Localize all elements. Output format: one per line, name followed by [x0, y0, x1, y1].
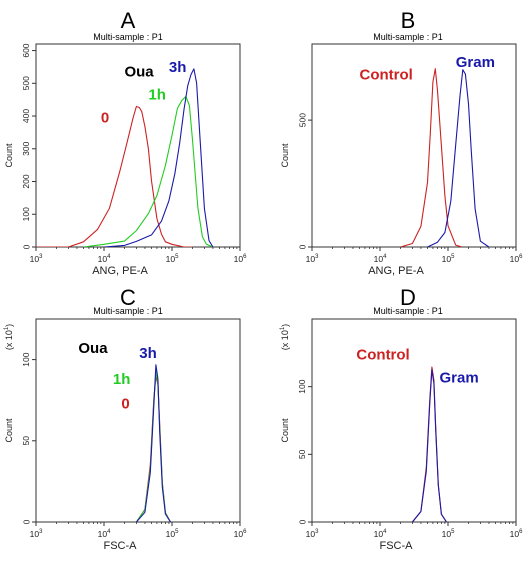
y-tick-label: 200: [21, 174, 31, 188]
series-annotation: 3h: [169, 59, 187, 76]
series-line-red: [135, 375, 171, 522]
x-axis-label: FSC-A: [104, 540, 138, 552]
y-axis-label: Count: [280, 143, 290, 168]
plot-frame: [35, 318, 241, 523]
plot-frame: [311, 318, 517, 523]
y-tick-label: 0: [297, 519, 307, 524]
series-line-red: [411, 366, 447, 522]
y-unit-label: (x 101): [4, 324, 14, 350]
x-tick-label: 103: [30, 529, 43, 539]
x-tick-label: 106: [234, 529, 247, 539]
series-line-blue: [103, 68, 214, 247]
x-tick-label: 103: [306, 529, 319, 539]
x-tick-label: 106: [510, 254, 523, 264]
series-annotation: Gram: [440, 370, 479, 387]
series-line-blue: [411, 369, 447, 522]
series-line-green: [83, 95, 214, 247]
x-tick-label: 104: [374, 529, 387, 539]
series-annotation: 1h: [148, 87, 166, 104]
series-line-green: [135, 371, 171, 522]
y-axis-label: Count: [4, 143, 14, 168]
y-tick-label: 100: [21, 207, 31, 221]
series-annotation: Control: [356, 347, 409, 364]
x-tick-label: 104: [374, 254, 387, 264]
x-tick-label: 103: [30, 254, 43, 264]
series-annotation: 0: [121, 395, 129, 412]
y-tick-label: 600: [21, 43, 31, 57]
panel-letter: B: [401, 8, 416, 33]
x-axis-label: ANG, PE-A: [92, 265, 148, 277]
panel-letter: A: [121, 8, 136, 33]
y-tick-label: 300: [21, 141, 31, 155]
series-line-blue: [427, 69, 490, 247]
y-tick-label: 500: [21, 76, 31, 90]
x-tick-label: 104: [98, 529, 111, 539]
chart-subtitle: Multi-sample : P1: [373, 306, 443, 316]
y-tick-label: 500: [297, 113, 307, 127]
y-tick-label: 100: [297, 379, 307, 393]
series-annotation: Gram: [456, 54, 495, 71]
chart-subtitle: Multi-sample : P1: [373, 32, 443, 42]
x-tick-label: 105: [442, 254, 455, 264]
x-tick-label: 105: [166, 254, 179, 264]
series-annotation: 3h: [139, 345, 157, 362]
y-axis-label: Count: [4, 418, 14, 443]
x-tick-label: 106: [234, 254, 247, 264]
panel-letter: C: [120, 285, 136, 310]
x-axis-label: ANG, PE-A: [368, 265, 424, 277]
x-tick-label: 105: [442, 529, 455, 539]
x-tick-label: 105: [166, 529, 179, 539]
y-tick-label: 50: [297, 449, 307, 459]
y-unit-label: (x 101): [280, 324, 290, 350]
y-tick-label: 0: [21, 244, 31, 249]
x-tick-label: 106: [510, 529, 523, 539]
panel-letter: D: [400, 285, 416, 310]
chart-subtitle: Multi-sample : P1: [93, 306, 163, 316]
y-tick-label: 100: [21, 352, 31, 366]
series-line-red: [36, 105, 193, 247]
series-annotation: Oua: [78, 340, 108, 357]
x-tick-label: 104: [98, 254, 111, 264]
chart-subtitle: Multi-sample : P1: [93, 32, 163, 42]
series-annotation: Oua: [124, 64, 154, 81]
series-annotation: 1h: [113, 371, 131, 388]
series-line-red: [400, 68, 463, 247]
series-annotation: Control: [360, 67, 413, 84]
series-line-blue: [135, 364, 171, 522]
plot-frame: [35, 43, 241, 248]
x-tick-label: 103: [306, 254, 319, 264]
y-tick-label: 50: [21, 436, 31, 446]
plot-frame: [311, 43, 517, 248]
y-tick-label: 0: [297, 244, 307, 249]
y-tick-label: 0: [21, 519, 31, 524]
y-axis-label: Count: [280, 418, 290, 443]
x-axis-label: FSC-A: [380, 540, 414, 552]
y-tick-label: 400: [21, 109, 31, 123]
series-annotation: 0: [101, 110, 109, 127]
